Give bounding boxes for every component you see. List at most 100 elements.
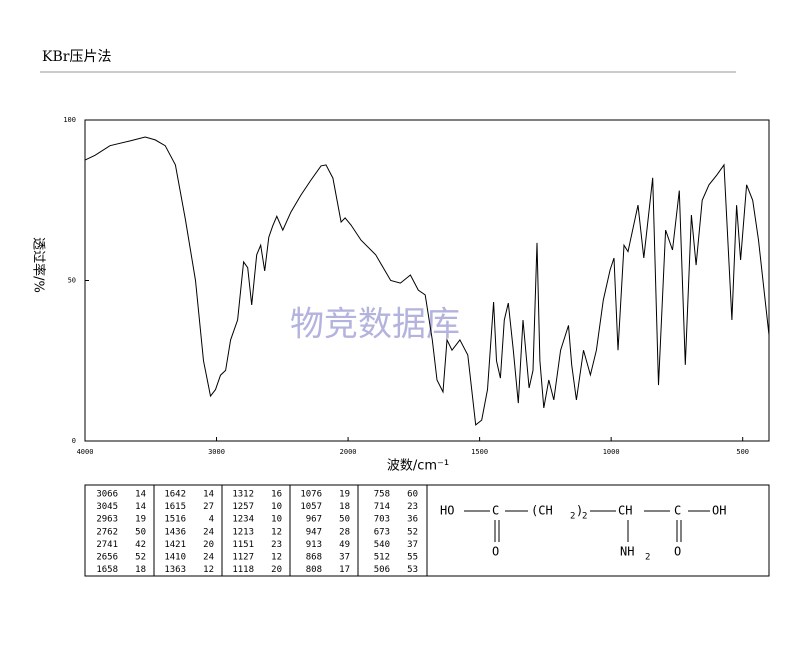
peak-wavenumber: 2762	[96, 527, 118, 537]
y-tick-label: 0	[72, 437, 76, 445]
peak-wavenumber: 1234	[232, 515, 254, 525]
peak-intensity: 17	[339, 565, 350, 575]
peak-intensity: 23	[271, 540, 282, 550]
structure-atom: )	[576, 504, 583, 518]
peak-intensity: 37	[407, 540, 418, 550]
peak-wavenumber: 540	[374, 540, 390, 550]
peak-wavenumber: 1057	[300, 502, 322, 512]
x-tick-label: 500	[736, 448, 749, 456]
peak-intensity: 19	[135, 515, 146, 525]
peak-intensity: 14	[135, 502, 146, 512]
peak-intensity: 18	[339, 502, 350, 512]
peak-intensity: 12	[271, 553, 282, 563]
x-tick-label: 1500	[471, 448, 488, 456]
peak-wavenumber: 1516	[164, 515, 186, 525]
y-tick-label: 50	[68, 277, 76, 285]
structure-atom: CH	[618, 504, 632, 518]
structure-atom: 2	[645, 553, 650, 563]
peak-intensity: 50	[339, 515, 350, 525]
structure-atom: C	[674, 504, 681, 518]
structure-atom: 2	[582, 512, 587, 522]
peak-wavenumber: 808	[306, 565, 322, 575]
peak-wavenumber: 2741	[96, 540, 118, 550]
peak-wavenumber: 1213	[232, 527, 254, 537]
peak-intensity: 10	[271, 502, 282, 512]
peak-wavenumber: 714	[374, 502, 390, 512]
peak-wavenumber: 2656	[96, 553, 118, 563]
peak-intensity: 20	[271, 565, 282, 575]
peak-wavenumber: 2963	[96, 515, 118, 525]
peak-wavenumber: 913	[306, 540, 322, 550]
peak-intensity: 50	[135, 527, 146, 537]
structure-atom: NH	[620, 545, 634, 559]
peak-wavenumber: 1421	[164, 540, 186, 550]
structure-atom: O	[492, 545, 499, 559]
peak-wavenumber: 758	[374, 490, 390, 500]
structure-atom: (CH	[531, 504, 553, 518]
peak-wavenumber: 703	[374, 515, 390, 525]
peak-wavenumber: 506	[374, 565, 390, 575]
peak-wavenumber: 1615	[164, 502, 186, 512]
peak-intensity: 12	[271, 527, 282, 537]
peak-intensity: 19	[339, 490, 350, 500]
peak-wavenumber: 1312	[232, 490, 254, 500]
peak-intensity: 52	[135, 553, 146, 563]
structure-atom: 2	[570, 512, 575, 522]
peak-wavenumber: 1410	[164, 553, 186, 563]
peak-wavenumber: 3066	[96, 490, 118, 500]
header-title: KBr压片法	[42, 49, 111, 65]
peak-intensity: 36	[407, 515, 418, 525]
peak-wavenumber: 1658	[96, 565, 118, 575]
peak-wavenumber: 1257	[232, 502, 254, 512]
peak-intensity: 4	[209, 515, 214, 525]
peak-wavenumber: 868	[306, 553, 322, 563]
peak-wavenumber: 512	[374, 553, 390, 563]
y-axis-label: 透过率/%	[31, 237, 47, 293]
x-tick-label: 3000	[208, 448, 225, 456]
peak-intensity: 49	[339, 540, 350, 550]
peak-intensity: 18	[135, 565, 146, 575]
peak-wavenumber: 1436	[164, 527, 186, 537]
structure-atom: HO	[440, 504, 454, 518]
x-tick-label: 1000	[603, 448, 620, 456]
watermark: 物竞数据库	[290, 305, 460, 345]
x-tick-label: 4000	[77, 448, 94, 456]
structure-atom: O	[674, 545, 681, 559]
peak-intensity: 14	[203, 490, 214, 500]
peak-intensity: 14	[135, 490, 146, 500]
spectrum-line	[84, 136, 770, 426]
structure-atom: C	[492, 504, 499, 518]
x-axis-label: 波数/cm⁻¹	[387, 459, 449, 474]
peak-intensity: 24	[203, 553, 214, 563]
peak-intensity: 55	[407, 553, 418, 563]
peak-wavenumber: 1363	[164, 565, 186, 575]
peak-intensity: 27	[203, 502, 214, 512]
peak-intensity: 23	[407, 502, 418, 512]
peak-intensity: 52	[407, 527, 418, 537]
peak-wavenumber: 3045	[96, 502, 118, 512]
peak-intensity: 24	[203, 527, 214, 537]
peak-intensity: 53	[407, 565, 418, 575]
peak-wavenumber: 1118	[232, 565, 254, 575]
peak-intensity: 16	[271, 490, 282, 500]
peak-intensity: 28	[339, 527, 350, 537]
peak-wavenumber: 947	[306, 527, 322, 537]
peak-intensity: 20	[203, 540, 214, 550]
peak-intensity: 37	[339, 553, 350, 563]
structure-bonds	[464, 510, 710, 542]
y-tick-label: 100	[63, 116, 76, 124]
peak-wavenumber: 673	[374, 527, 390, 537]
plot-frame	[84, 119, 770, 442]
peak-wavenumber: 1127	[232, 553, 254, 563]
peak-wavenumber: 1151	[232, 540, 254, 550]
peak-intensity: 10	[271, 515, 282, 525]
peak-intensity: 60	[407, 490, 418, 500]
peak-intensity: 12	[203, 565, 214, 575]
peak-intensity: 42	[135, 540, 146, 550]
peak-wavenumber: 967	[306, 515, 322, 525]
structure-atom: OH	[712, 504, 726, 518]
peak-wavenumber: 1642	[164, 490, 186, 500]
peak-wavenumber: 1076	[300, 490, 322, 500]
x-tick-label: 2000	[340, 448, 357, 456]
